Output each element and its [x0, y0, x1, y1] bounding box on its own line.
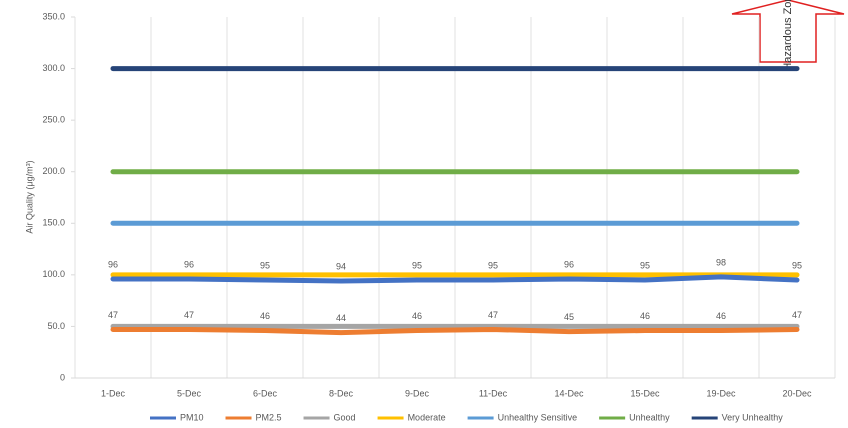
y-tick-label: 100.0	[42, 269, 65, 279]
x-tick-label: 6-Dec	[253, 388, 278, 398]
legend-label: Unhealthy	[629, 412, 670, 422]
x-tick-label: 14-Dec	[554, 388, 584, 398]
data-label: 95	[792, 260, 802, 270]
x-tick-label: 19-Dec	[706, 388, 736, 398]
data-label: 96	[108, 259, 118, 269]
y-tick-label: 300.0	[42, 63, 65, 73]
legend-label: Good	[334, 412, 356, 422]
legend-label: PM2.5	[256, 412, 282, 422]
data-label: 45	[564, 312, 574, 322]
x-tick-label: 9-Dec	[405, 388, 430, 398]
data-label: 98	[716, 257, 726, 267]
y-tick-label: 0	[60, 372, 65, 382]
hazard-arrow	[731, 0, 845, 63]
data-label: 47	[488, 310, 498, 320]
x-tick-label: 5-Dec	[177, 388, 202, 398]
data-label: 96	[184, 259, 194, 269]
data-label: 94	[336, 261, 346, 271]
data-label: 47	[108, 310, 118, 320]
data-label: 46	[260, 311, 270, 321]
data-label: 46	[640, 311, 650, 321]
y-tick-label: 250.0	[42, 115, 65, 125]
data-label: 46	[412, 311, 422, 321]
x-tick-label: 15-Dec	[630, 388, 660, 398]
data-label: 96	[564, 259, 574, 269]
data-label: 44	[336, 313, 346, 323]
y-tick-label: 150.0	[42, 218, 65, 228]
x-tick-label: 1-Dec	[101, 388, 126, 398]
legend-label: Very Unhealthy	[722, 412, 784, 422]
annotation: Hazardous Zone	[782, 0, 794, 71]
y-axis-label: Air Quality (μg/m³)	[24, 160, 34, 233]
data-label: 95	[260, 260, 270, 270]
series-line	[110, 274, 800, 284]
data-label: 46	[716, 311, 726, 321]
x-tick-label: 11-Dec	[479, 388, 508, 398]
x-tick-label: 8-Dec	[329, 388, 354, 398]
data-label: 95	[488, 260, 498, 270]
data-label: 95	[412, 260, 422, 270]
x-tick-label: 20-Dec	[782, 388, 812, 398]
y-tick-label: 200.0	[42, 166, 65, 176]
series-line	[110, 327, 800, 336]
legend-label: Unhealthy Sensitive	[498, 412, 578, 422]
data-label: 95	[640, 260, 650, 270]
data-label: 47	[792, 310, 802, 320]
y-tick-label: 50.0	[47, 321, 65, 331]
y-tick-label: 350.0	[42, 11, 65, 21]
legend-label: PM10	[180, 412, 204, 422]
legend-label: Moderate	[408, 412, 446, 422]
data-label: 47	[184, 310, 194, 320]
